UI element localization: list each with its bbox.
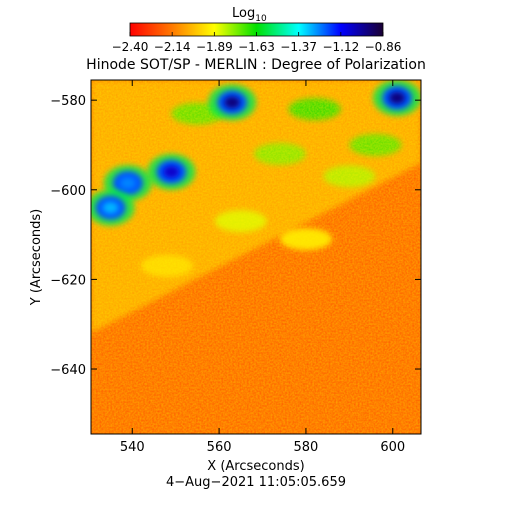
strong-polarization-regions <box>91 80 421 226</box>
y-tick-label: −580 <box>50 94 86 109</box>
x-tick-label: 540 <box>120 440 145 455</box>
region-core <box>163 165 180 178</box>
timestamp-footer: 4−Aug−2021 11:05:05.659 <box>166 475 346 490</box>
chart-title: Hinode SOT/SP - MERLIN : Degree of Polar… <box>86 57 426 73</box>
colorbar-ticks: −2.40 −2.14 −1.89 −1.63 −1.37 −1.12 −0.86 <box>112 32 402 54</box>
y-axis-ticks: −580 −600 −620 −640 <box>50 94 421 378</box>
y-tick-label: −620 <box>50 273 86 288</box>
x-tick-label: 600 <box>380 440 405 455</box>
x-tick-label: 560 <box>207 440 232 455</box>
colorbar-tick-label: −1.63 <box>238 40 275 54</box>
y-tick-label: −640 <box>50 363 86 378</box>
region-core <box>389 91 406 104</box>
colorbar-tick-label: −1.89 <box>196 40 233 54</box>
colorbar-label-main: Log <box>232 6 255 21</box>
colorbar-title: Log10 <box>232 6 267 24</box>
plot-frame <box>90 79 422 435</box>
x-axis-label: X (Arcseconds) <box>207 459 304 474</box>
colorbar-tick-label: −1.12 <box>322 40 359 54</box>
region-core <box>224 96 241 109</box>
colorbar-label-sub: 10 <box>255 14 267 24</box>
region-core <box>102 201 119 214</box>
colorbar-tick-label: −1.37 <box>280 40 317 54</box>
colorbar-tick-label: −0.86 <box>365 40 402 54</box>
y-axis-label: Y (Arcseconds) <box>29 209 44 306</box>
colorbar-tick-label: −2.40 <box>112 40 149 54</box>
colorbar-tick-label: −2.14 <box>154 40 191 54</box>
y-tick-label: −600 <box>50 184 86 199</box>
plot-area <box>91 80 421 434</box>
region-core <box>119 177 136 190</box>
x-tick-label: 580 <box>294 440 319 455</box>
heatmap-texture <box>91 80 421 434</box>
x-axis-ticks: 540 560 580 600 <box>120 80 405 455</box>
